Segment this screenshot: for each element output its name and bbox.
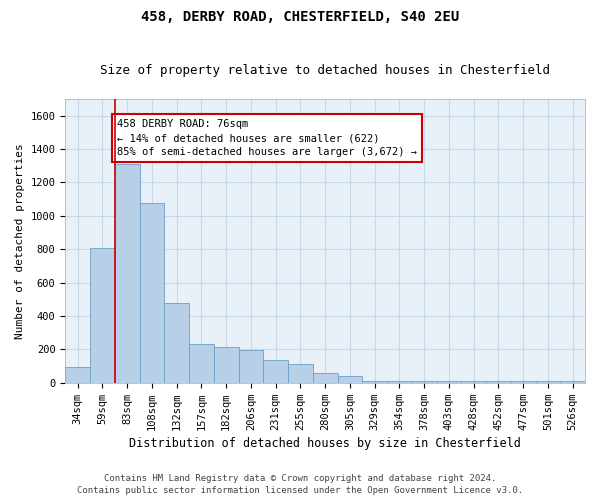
Text: 458, DERBY ROAD, CHESTERFIELD, S40 2EU: 458, DERBY ROAD, CHESTERFIELD, S40 2EU bbox=[141, 10, 459, 24]
Bar bbox=[263, 360, 288, 383]
Text: 458 DERBY ROAD: 76sqm
← 14% of detached houses are smaller (622)
85% of semi-det: 458 DERBY ROAD: 76sqm ← 14% of detached … bbox=[117, 119, 417, 157]
Bar bbox=[288, 364, 313, 383]
X-axis label: Distribution of detached houses by size in Chesterfield: Distribution of detached houses by size … bbox=[129, 437, 521, 450]
Bar bbox=[239, 350, 263, 383]
Bar bbox=[313, 373, 338, 383]
Bar bbox=[437, 382, 461, 383]
Bar bbox=[536, 382, 560, 383]
Y-axis label: Number of detached properties: Number of detached properties bbox=[15, 143, 25, 339]
Bar bbox=[362, 382, 387, 383]
Bar bbox=[511, 382, 536, 383]
Bar bbox=[189, 344, 214, 383]
Bar bbox=[140, 202, 164, 383]
Bar bbox=[486, 382, 511, 383]
Bar bbox=[338, 376, 362, 383]
Bar bbox=[560, 382, 585, 383]
Bar bbox=[90, 248, 115, 383]
Text: Contains HM Land Registry data © Crown copyright and database right 2024.
Contai: Contains HM Land Registry data © Crown c… bbox=[77, 474, 523, 495]
Bar bbox=[387, 382, 412, 383]
Bar bbox=[65, 367, 90, 383]
Bar bbox=[164, 302, 189, 383]
Bar bbox=[115, 164, 140, 383]
Bar bbox=[412, 382, 437, 383]
Bar bbox=[214, 347, 239, 383]
Bar bbox=[461, 382, 486, 383]
Title: Size of property relative to detached houses in Chesterfield: Size of property relative to detached ho… bbox=[100, 64, 550, 77]
